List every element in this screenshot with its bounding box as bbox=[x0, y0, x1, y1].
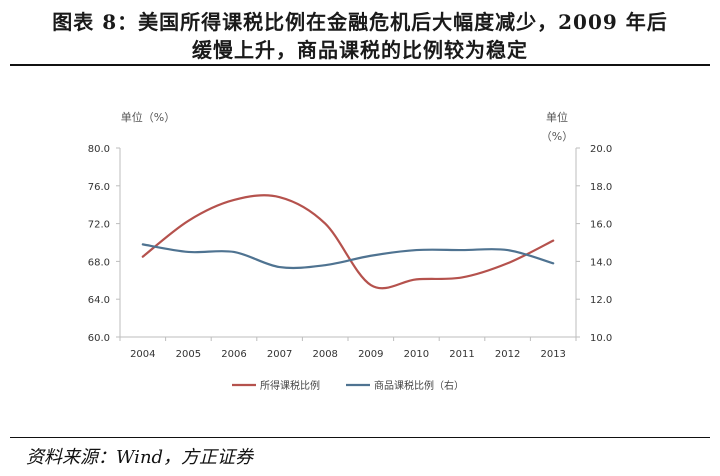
x-tick-label: 2005 bbox=[176, 349, 201, 360]
left-tick-label: 64.0 bbox=[88, 295, 110, 306]
right-axis-unit-label: 单位 bbox=[546, 110, 568, 124]
left-tick-label: 76.0 bbox=[88, 182, 110, 193]
left-tick-label: 80.0 bbox=[88, 144, 110, 155]
figure-title-line-1: 图表 8：美国所得课税比例在金融危机后大幅度减少，2009 年后 bbox=[52, 10, 668, 34]
left-tick-label: 72.0 bbox=[88, 220, 110, 231]
left-axis-unit-label: 单位（%） bbox=[121, 110, 175, 124]
series-line-2 bbox=[141, 243, 555, 270]
title-divider bbox=[10, 64, 710, 66]
right-tick-label: 14.0 bbox=[590, 257, 612, 268]
left-tick-label: 68.0 bbox=[88, 257, 110, 268]
x-tick-label: 2006 bbox=[221, 349, 246, 360]
right-tick-label: 16.0 bbox=[590, 220, 612, 231]
chart-legend: 所得课税比例 商品课税比例（右） bbox=[232, 379, 464, 392]
right-tick-label: 12.0 bbox=[590, 295, 612, 306]
x-tick-label: 2011 bbox=[449, 349, 474, 360]
x-tick-label: 2008 bbox=[312, 349, 337, 360]
chart-axes bbox=[119, 148, 577, 338]
right-tick-label: 18.0 bbox=[590, 182, 612, 193]
x-tick-label: 2007 bbox=[267, 349, 292, 360]
figure-title-line-2: 缓慢上升，商品课税的比例较为稳定 bbox=[192, 38, 528, 62]
x-tick-label: 2010 bbox=[404, 349, 429, 360]
left-tick-label: 60.0 bbox=[88, 333, 110, 344]
x-tick-label: 2004 bbox=[130, 349, 155, 360]
x-tick-label: 2013 bbox=[540, 349, 565, 360]
source-note: 资料来源：Wind，方正证券 bbox=[26, 447, 254, 468]
right-tick-label: 10.0 bbox=[590, 333, 612, 344]
chart-ticks: 60.0 64.0 68.0 72.0 76.0 80.0 10.0 12.0 14.0 16.0… bbox=[88, 110, 613, 360]
x-tick-label: 2012 bbox=[495, 349, 520, 360]
series-line-1 bbox=[141, 194, 555, 290]
right-axis-unit-label-2: （%） bbox=[541, 130, 573, 143]
x-tick-label: 2009 bbox=[358, 349, 383, 360]
right-tick-label: 20.0 bbox=[590, 144, 612, 155]
legend-label-2: 商品课税比例（右） bbox=[374, 379, 464, 392]
chart-series bbox=[141, 194, 555, 290]
source-divider bbox=[10, 437, 710, 438]
legend-label-1: 所得课税比例 bbox=[260, 379, 320, 392]
